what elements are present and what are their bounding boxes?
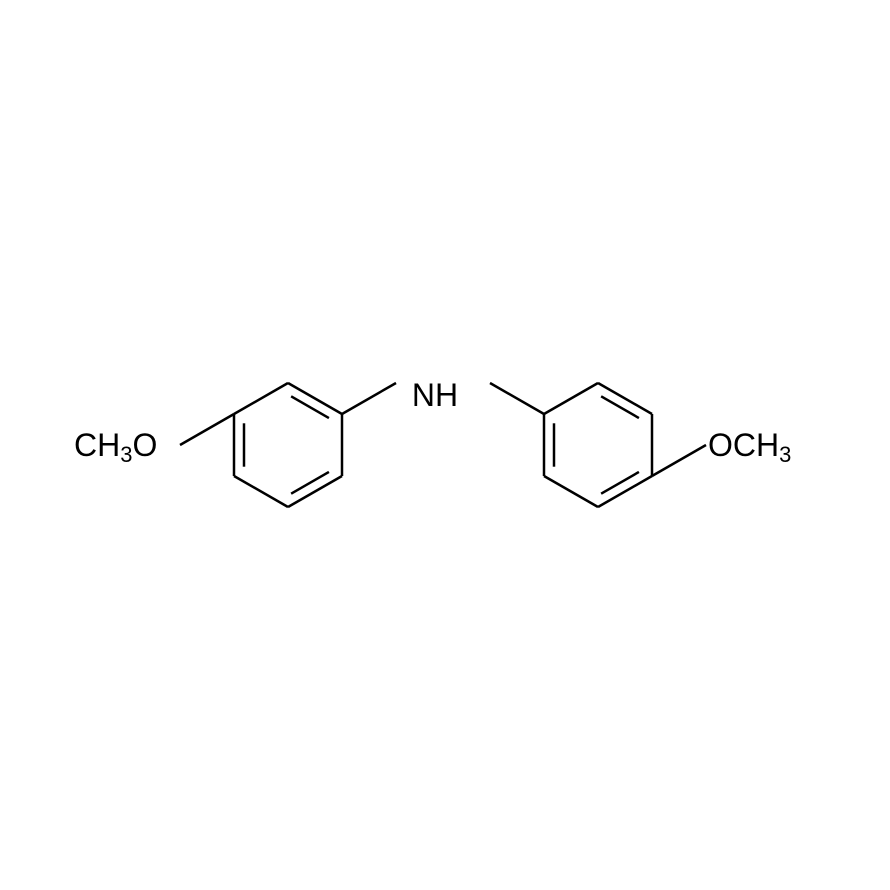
molecule-diagram: CH3O NH OCH3 xyxy=(0,0,890,890)
atom-label: CH3O xyxy=(74,427,157,466)
atom-label: OCH3 xyxy=(708,427,791,466)
atom-label: NH xyxy=(412,377,458,413)
